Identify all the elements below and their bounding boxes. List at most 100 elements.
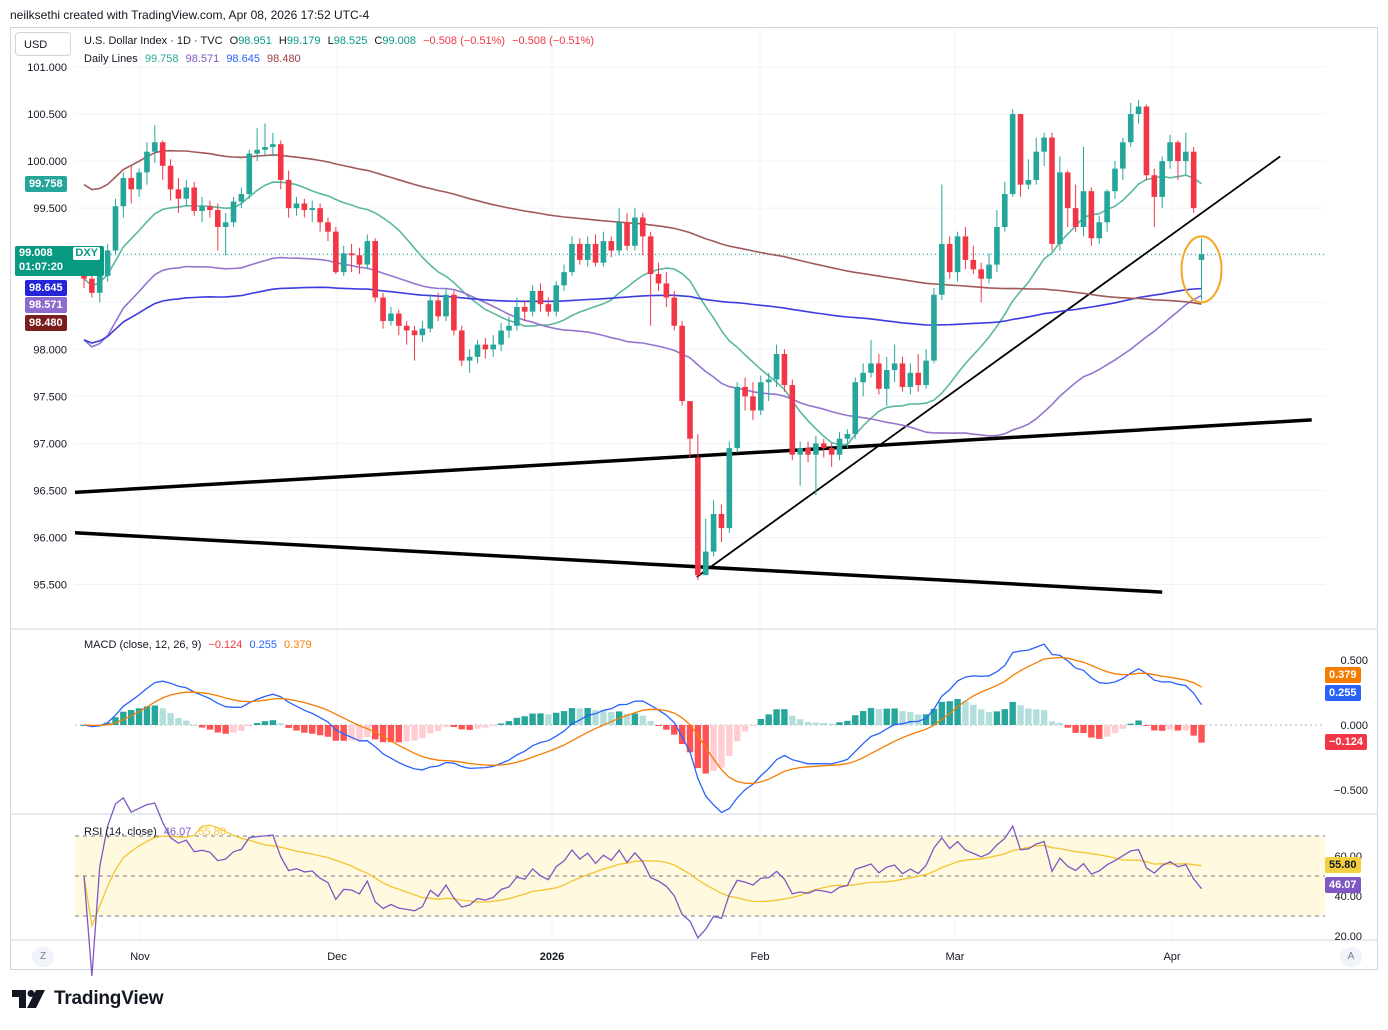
candle-body — [852, 382, 859, 434]
candle-body — [529, 290, 536, 312]
candle-body — [246, 153, 253, 195]
candle-body — [1080, 191, 1087, 227]
candle-body — [411, 330, 418, 336]
macd-histogram-bar — [269, 720, 277, 725]
candle-body — [403, 325, 410, 331]
candle-body — [262, 146, 268, 150]
candle-body — [915, 372, 922, 386]
axes: 101.000100.500100.00099.50099.00098.5009… — [27, 62, 1368, 963]
macd-histogram-bar — [497, 723, 505, 725]
candle-body — [152, 142, 158, 152]
candle-body — [931, 294, 937, 361]
macd-histogram-bar — [844, 720, 851, 725]
candle-body — [1167, 142, 1173, 162]
candle-body — [222, 222, 229, 227]
support-line-lower — [74, 531, 1163, 594]
macd-histogram-bar — [734, 725, 741, 742]
macd-signal-badge: 0.379 — [1325, 667, 1361, 683]
rsi-ma-line — [83, 824, 1202, 929]
candle-body — [828, 448, 835, 455]
candle-body — [1159, 161, 1165, 197]
macd-histogram-bar — [1166, 725, 1174, 730]
ma200-legend-value: 98.480 — [267, 53, 301, 65]
candle-body — [883, 370, 890, 389]
macd-histogram-bar — [1033, 709, 1040, 725]
rsi-line — [83, 796, 1203, 977]
low-label: L — [327, 35, 334, 47]
candle-body — [136, 172, 142, 190]
macd-histogram-bar — [1198, 725, 1205, 743]
macd-histogram-bar — [789, 715, 796, 725]
ma100-line — [83, 286, 1202, 344]
macd-histogram-bar — [403, 725, 410, 742]
candle-body — [820, 443, 827, 449]
zoom-toggle-button[interactable]: Z — [32, 947, 54, 967]
candle-body — [608, 241, 615, 251]
macd-histogram-bar — [718, 725, 725, 768]
candle-body — [962, 236, 969, 260]
auto-scale-button[interactable]: A — [1340, 947, 1362, 967]
change-value-2: −0.508 (−0.51%) — [512, 35, 595, 47]
macd-histogram-bar — [1048, 721, 1056, 725]
candle-body — [805, 448, 811, 455]
candle-body — [939, 243, 945, 295]
lines-label: Daily Lines — [84, 53, 138, 65]
price-axis-label: 100.000 — [27, 156, 67, 168]
candle-body — [104, 250, 111, 276]
macd-signal-line — [83, 656, 1202, 785]
macd-histogram-bar — [364, 725, 371, 737]
macd-histogram-bar — [1151, 725, 1158, 731]
candle-body — [514, 306, 520, 326]
macd-axis-label: 0.000 — [1340, 720, 1368, 732]
candle-body — [742, 386, 748, 397]
macd-histogram-bar — [340, 725, 347, 741]
candle-body — [907, 372, 914, 387]
macd-histogram-bar — [930, 708, 938, 725]
macd-line-badge: 0.255 — [1325, 685, 1361, 701]
candle-body — [340, 253, 347, 273]
candle-body — [860, 372, 866, 383]
candle-body — [765, 379, 772, 383]
time-axis-label: Nov — [130, 951, 150, 963]
highlight-annotation — [1180, 235, 1223, 304]
rsi-axis-label: 20.00 — [1334, 931, 1362, 943]
candle-body — [380, 297, 386, 322]
candle-body — [891, 363, 898, 371]
currency-selector[interactable]: USD — [15, 32, 71, 56]
candle-body — [325, 222, 331, 232]
macd-histogram-bar — [584, 707, 591, 725]
macd-histogram-bar — [356, 725, 363, 741]
candle-body — [1033, 151, 1040, 180]
macd-histogram-bar — [977, 709, 985, 725]
macd-histogram-bar — [1182, 725, 1189, 731]
macd-histogram-bar — [474, 725, 481, 729]
candle-body — [632, 217, 638, 246]
currency-label: USD — [24, 39, 48, 51]
macd-histogram-bar — [663, 725, 670, 730]
macd-histogram-bar — [387, 725, 395, 743]
macd-histogram-bar — [1001, 709, 1008, 725]
time-axis-label: Dec — [327, 951, 347, 963]
macd-histogram-bar — [1025, 708, 1032, 725]
candle-body — [1017, 114, 1024, 185]
candle-body — [435, 300, 441, 317]
macd-histogram-bar — [521, 716, 528, 725]
rsi-axis-label: 40.00 — [1334, 891, 1362, 903]
highlight-ellipse — [1180, 235, 1223, 304]
candle-body — [96, 275, 103, 293]
candle-body — [199, 206, 205, 211]
candle-body — [277, 144, 284, 180]
candle-body — [584, 243, 591, 260]
macd-histogram-bar — [836, 722, 843, 725]
moving-averages — [83, 149, 1202, 446]
macd-histogram-bar — [411, 725, 418, 741]
candle-body — [443, 294, 449, 317]
macd-axis-label: −0.500 — [1334, 785, 1368, 797]
macd-histogram-bar — [576, 708, 584, 725]
macd-histogram-bar — [253, 723, 261, 725]
candle-body — [600, 241, 607, 263]
candle-body — [1190, 151, 1197, 209]
support-line-upper — [74, 418, 1312, 495]
macd-histogram-bar — [608, 712, 615, 725]
